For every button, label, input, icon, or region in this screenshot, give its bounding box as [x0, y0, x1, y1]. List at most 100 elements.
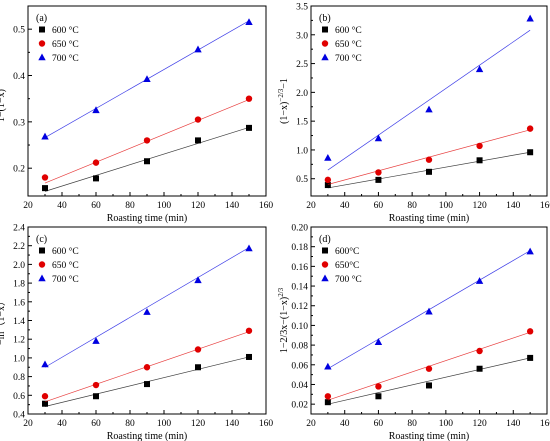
data-point — [92, 106, 100, 114]
fit-line-0 — [327, 357, 531, 405]
data-point — [475, 65, 484, 73]
y-axis-label: 1−(1−x)1/3 — [0, 80, 7, 122]
y-tick-label: 3.5 — [296, 3, 308, 13]
data-point — [425, 105, 433, 113]
y-tick-label: 2.0 — [296, 89, 308, 99]
x-tick-label: 120 — [191, 201, 206, 211]
panel-label: (b) — [319, 13, 331, 24]
legend-marker — [321, 53, 329, 61]
data-point — [527, 149, 534, 156]
data-point — [245, 18, 253, 26]
x-axis-label: Roasting time (min) — [389, 213, 470, 224]
x-tick-label: 80 — [407, 201, 417, 211]
data-point — [42, 185, 48, 192]
x-tick-label: 160 — [259, 201, 274, 211]
data-point — [374, 338, 383, 345]
x-tick-label: 160 — [259, 419, 274, 429]
x-tick-label: 160 — [540, 201, 550, 211]
y-tick-label: 0.18 — [291, 243, 308, 253]
legend-marker — [321, 274, 329, 282]
data-point — [425, 307, 433, 315]
y-tick-label: 1.0 — [296, 146, 308, 156]
data-point — [246, 124, 252, 131]
x-tick-label: 100 — [157, 419, 172, 429]
y-tick-label: 0.4 — [13, 411, 25, 421]
y-tick-label: 0.20 — [291, 224, 308, 234]
x-tick-label: 140 — [506, 201, 521, 211]
y-tick-label: 0.5 — [13, 26, 25, 36]
data-point — [426, 382, 432, 389]
legend-marker — [321, 40, 329, 47]
x-tick-label: 100 — [157, 201, 172, 211]
x-tick-label: 120 — [472, 419, 487, 429]
y-tick-label: 1.4 — [13, 317, 25, 327]
x-tick-label: 60 — [91, 201, 101, 211]
data-point — [475, 277, 484, 284]
legend-marker — [38, 274, 46, 282]
panel-d: 20 40 60 80 100 120 140 160 0.02 0.04 0.06 0.08 0.10… — [277, 224, 550, 441]
legend-label: 700 °C — [52, 53, 79, 64]
y-tick-label: 0.5 — [296, 175, 308, 185]
legend-marker — [321, 261, 329, 268]
legend-label: 600 °C — [52, 25, 79, 36]
data-point — [245, 95, 253, 102]
legend-label: 600°C — [335, 246, 359, 257]
x-tick-label: 20 — [306, 201, 316, 211]
y-tick-label: 2.4 — [13, 224, 25, 234]
data-point — [41, 393, 49, 400]
data-point — [194, 45, 202, 53]
y-tick-label: 0.6 — [13, 392, 25, 402]
data-point — [375, 393, 382, 400]
x-axis-label: Roasting time (min) — [389, 431, 470, 441]
panel-label: (a) — [36, 13, 47, 24]
y-tick-label: 1.5 — [296, 118, 308, 128]
legend-marker — [38, 261, 46, 268]
data-point — [476, 142, 483, 150]
legend-marker — [322, 26, 328, 33]
data-point — [245, 244, 253, 252]
data-point — [375, 176, 382, 183]
y-tick-label: 0.16 — [291, 263, 308, 273]
x-tick-label: 40 — [57, 419, 67, 429]
x-tick-label: 80 — [407, 419, 417, 429]
y-tick-label: 0.12 — [291, 302, 308, 312]
data-point — [41, 360, 49, 368]
y-tick-label: 2.0 — [13, 261, 25, 271]
x-tick-label: 100 — [439, 419, 454, 429]
legend-marker — [38, 40, 46, 47]
x-tick-label: 80 — [125, 419, 135, 429]
data-point — [425, 156, 433, 163]
data-point — [476, 347, 483, 355]
y-tick-label: 3.0 — [296, 31, 308, 41]
legend-label: 700 °C — [335, 53, 362, 64]
data-point — [324, 393, 332, 400]
data-point — [41, 132, 49, 140]
data-point — [425, 365, 433, 372]
x-axis-label: Roasting time (min) — [107, 213, 188, 224]
y-tick-label: 1.8 — [13, 280, 25, 290]
data-point — [476, 365, 483, 372]
legend-label: 650°C — [335, 260, 359, 271]
data-point — [526, 14, 534, 22]
data-point — [324, 362, 332, 370]
x-axis-label: Roasting time (min) — [107, 431, 188, 441]
x-tick-label: 60 — [91, 419, 101, 429]
x-tick-label: 140 — [225, 419, 240, 429]
data-point — [42, 400, 48, 407]
x-tick-label: 40 — [340, 201, 350, 211]
x-tick-label: 20 — [306, 419, 316, 429]
panel-label: (c) — [36, 234, 47, 245]
y-axis-label: (1−x)−2/3−1 — [277, 78, 290, 124]
x-tick-label: 100 — [439, 201, 454, 211]
x-tick-label: 140 — [225, 201, 240, 211]
x-tick-label: 120 — [472, 201, 487, 211]
x-tick-label: 20 — [23, 201, 33, 211]
legend-label: 650 °C — [335, 39, 362, 50]
legend-label: 650 °C — [52, 39, 79, 50]
data-point — [426, 168, 432, 175]
panel-b: 20 40 60 80 100 120 140 160 0.5 1.0 1.5 2.0 2.5 3.0 3.… — [277, 3, 550, 225]
data-point — [195, 137, 201, 144]
y-tick-label: 0.08 — [291, 342, 308, 352]
y-tick-label: 0.3 — [13, 118, 25, 128]
